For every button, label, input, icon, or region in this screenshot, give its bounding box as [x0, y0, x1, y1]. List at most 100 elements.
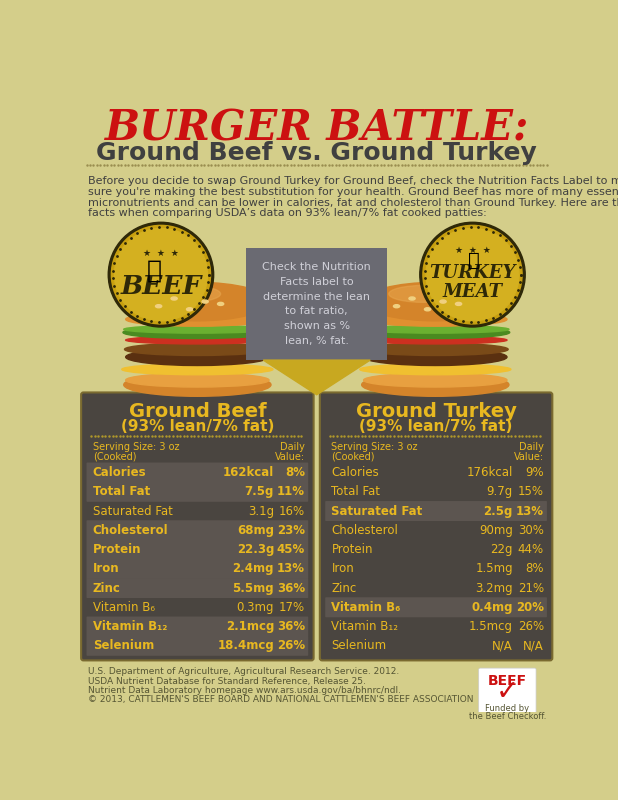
Text: (93% lean/7% fat): (93% lean/7% fat) — [121, 419, 274, 434]
Text: Daily: Daily — [519, 442, 544, 453]
Text: Zinc: Zinc — [93, 582, 121, 594]
Text: 🐂: 🐂 — [147, 258, 163, 282]
Text: 22g: 22g — [490, 543, 513, 556]
Text: Selenium: Selenium — [93, 639, 154, 652]
Text: Vitamin B₁₂: Vitamin B₁₂ — [93, 620, 167, 633]
Ellipse shape — [362, 373, 509, 396]
Circle shape — [423, 226, 522, 324]
Ellipse shape — [151, 286, 221, 302]
Text: Value:: Value: — [514, 452, 544, 462]
Ellipse shape — [123, 326, 272, 338]
Ellipse shape — [125, 373, 269, 387]
Text: Protein: Protein — [93, 543, 142, 556]
Text: 2.4mg: 2.4mg — [232, 562, 274, 575]
FancyBboxPatch shape — [87, 558, 308, 578]
Text: U.S. Department of Agriculture, Agricultural Research Service. 2012.: U.S. Department of Agriculture, Agricult… — [88, 667, 399, 676]
Text: 68mg: 68mg — [237, 524, 274, 537]
Text: 2.5g: 2.5g — [483, 505, 513, 518]
Text: 16%: 16% — [279, 505, 305, 518]
Ellipse shape — [361, 326, 510, 338]
Circle shape — [426, 229, 519, 321]
Ellipse shape — [125, 282, 269, 321]
Ellipse shape — [389, 286, 459, 302]
Text: Funded by: Funded by — [485, 704, 530, 714]
Text: 8%: 8% — [285, 466, 305, 479]
Ellipse shape — [362, 343, 508, 355]
Polygon shape — [263, 360, 370, 394]
FancyBboxPatch shape — [87, 520, 308, 540]
Text: Vitamin B₁₂: Vitamin B₁₂ — [331, 620, 399, 633]
Ellipse shape — [122, 364, 273, 374]
Text: 7.5g: 7.5g — [245, 486, 274, 498]
Text: the Beef Checkoff.: the Beef Checkoff. — [468, 712, 546, 721]
Text: facts when comparing USDA’s data on 93% lean/7% fat cooked patties:: facts when comparing USDA’s data on 93% … — [88, 209, 487, 218]
Text: 36%: 36% — [277, 582, 305, 594]
Text: 26%: 26% — [277, 639, 305, 652]
Text: 18.4mcg: 18.4mcg — [218, 639, 274, 652]
Text: Before you decide to swap Ground Turkey for Ground Beef, check the Nutrition Fac: Before you decide to swap Ground Turkey … — [88, 176, 618, 186]
Ellipse shape — [440, 300, 446, 303]
Ellipse shape — [362, 326, 509, 333]
Text: micronutrients and can be lower in calories, fat and cholesterol than Ground Tur: micronutrients and can be lower in calor… — [88, 198, 618, 208]
Text: 9%: 9% — [525, 466, 544, 479]
FancyBboxPatch shape — [87, 636, 308, 656]
Text: 🦃: 🦃 — [468, 251, 480, 270]
Ellipse shape — [363, 336, 507, 344]
FancyBboxPatch shape — [479, 668, 536, 714]
Text: 11%: 11% — [277, 486, 305, 498]
Circle shape — [114, 229, 208, 321]
Text: ✓: ✓ — [496, 678, 519, 706]
Ellipse shape — [125, 336, 269, 344]
Text: Daily: Daily — [280, 442, 305, 453]
Text: Nutrient Data Laboratory homepage www.ars.usda.gov/ba/bhnrc/ndl.: Nutrient Data Laboratory homepage www.ar… — [88, 686, 401, 695]
Text: 1.5mcg: 1.5mcg — [469, 620, 513, 633]
Ellipse shape — [363, 312, 507, 326]
Ellipse shape — [187, 308, 193, 311]
Text: Total Fat: Total Fat — [93, 486, 150, 498]
Text: Calories: Calories — [93, 466, 146, 479]
Text: 13%: 13% — [516, 505, 544, 518]
Text: 0.4mg: 0.4mg — [472, 601, 513, 614]
Text: Vitamin B₆: Vitamin B₆ — [93, 601, 154, 614]
FancyBboxPatch shape — [81, 393, 313, 661]
Text: Iron: Iron — [331, 562, 354, 575]
Text: (Cooked): (Cooked) — [331, 452, 375, 462]
Text: 162kcal: 162kcal — [223, 466, 274, 479]
Circle shape — [108, 222, 214, 327]
Text: 17%: 17% — [279, 601, 305, 614]
Ellipse shape — [124, 373, 271, 396]
Text: (Cooked): (Cooked) — [93, 452, 136, 462]
Text: Serving Size: 3 oz: Serving Size: 3 oz — [331, 442, 418, 453]
Text: sure you're making the best substitution for your health. Ground Beef has more o: sure you're making the best substitution… — [88, 187, 618, 197]
Text: 15%: 15% — [518, 486, 544, 498]
Text: 0.3mg: 0.3mg — [237, 601, 274, 614]
Text: Ground Turkey: Ground Turkey — [355, 402, 517, 421]
Text: 45%: 45% — [277, 543, 305, 556]
Text: N/A: N/A — [523, 639, 544, 652]
Ellipse shape — [156, 305, 162, 308]
Text: BEEF: BEEF — [121, 274, 201, 299]
Ellipse shape — [202, 300, 208, 303]
Ellipse shape — [124, 326, 271, 333]
Text: Cholesterol: Cholesterol — [93, 524, 168, 537]
Ellipse shape — [218, 302, 224, 306]
Text: TURKEY
MEAT: TURKEY MEAT — [430, 264, 515, 301]
Ellipse shape — [360, 364, 511, 374]
Text: 3.2mg: 3.2mg — [475, 582, 513, 594]
Text: 2.1mcg: 2.1mcg — [226, 620, 274, 633]
Text: 36%: 36% — [277, 620, 305, 633]
Text: 176kcal: 176kcal — [467, 466, 513, 479]
FancyBboxPatch shape — [87, 482, 308, 502]
Ellipse shape — [363, 373, 507, 387]
Text: 44%: 44% — [518, 543, 544, 556]
Text: N/A: N/A — [492, 639, 513, 652]
Text: Iron: Iron — [93, 562, 119, 575]
Text: 9.7g: 9.7g — [486, 486, 513, 498]
Text: BEEF: BEEF — [488, 674, 527, 688]
Circle shape — [111, 226, 211, 324]
Text: Total Fat: Total Fat — [331, 486, 381, 498]
Text: © 2013, CATTLEMEN'S BEEF BOARD AND NATIONAL CATTLEMEN'S BEEF ASSOCIATION: © 2013, CATTLEMEN'S BEEF BOARD AND NATIO… — [88, 695, 473, 704]
Text: Saturated Fat: Saturated Fat — [93, 505, 172, 518]
FancyBboxPatch shape — [246, 249, 387, 360]
FancyBboxPatch shape — [87, 462, 308, 482]
